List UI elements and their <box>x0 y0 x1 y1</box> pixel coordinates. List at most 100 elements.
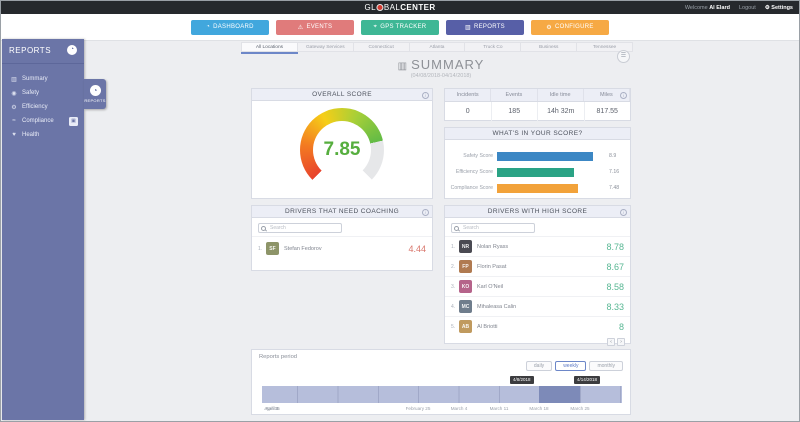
health-heart-icon: ♥ <box>12 132 16 138</box>
info-icon[interactable]: i <box>620 91 627 99</box>
location-tabstrip: All Locations Gateway Services Connectic… <box>241 42 634 52</box>
logo-text-bold: CENTER <box>400 3 436 12</box>
safety-score-row: Safety Score 8.9 <box>463 151 617 161</box>
sidebar-item-summary[interactable]: ▥ Summary <box>11 76 48 83</box>
idle-time-value: 14h 32m <box>538 102 585 121</box>
efficiency-score-bar <box>497 167 575 177</box>
summary-title-chart-icon: ▥ <box>397 61 409 72</box>
axis-tick-label: April 15 <box>264 406 280 411</box>
report-date-range: (04/08/2018-04/14/2018) <box>410 73 472 79</box>
axis-tick-label: April 1 <box>265 406 279 411</box>
high-score-search-input[interactable] <box>463 224 533 232</box>
reports-period-label: Reports period <box>259 354 298 360</box>
sidebar-item-efficiency[interactable]: ⚙ Efficiency <box>11 104 48 111</box>
logo-text-mid: BAL <box>383 3 401 12</box>
sidebar-header: REPORTS ◔ <box>2 39 84 64</box>
sidebar-item-safety[interactable]: ◉ Safety <box>11 90 40 97</box>
compliance-score-bar <box>497 183 578 193</box>
timeline-selected-range[interactable] <box>539 386 580 403</box>
compliance-score-row: Compliance Score 7.48 <box>450 183 620 193</box>
main-nav: ◔ DASHBOARD ⚠ EVENTS ⌖ GPS TRACKER ▥ REPORTS… <box>1 14 799 41</box>
tab-location-5[interactable]: Truck Co <box>465 42 522 52</box>
high-score-driver-row[interactable]: 4. MC Mihaleasa Calin 8.33 <box>445 296 630 316</box>
miles-value: 817.55 <box>596 108 618 115</box>
wrench-icon: ⚙ <box>546 24 552 31</box>
tab-location-4[interactable]: Atlanta <box>409 42 466 52</box>
high-score-driver-row[interactable]: 1. NR Nolan Ryass 8.78 <box>445 236 630 256</box>
score-breakdown-chart: Safety Score 8.9 Efficiency Score 7.16 C… <box>445 140 630 196</box>
sidebar-item-compliance[interactable]: ≈ Compliance ▣ <box>2 114 84 128</box>
overall-score-panel: OVERALL SCORE i 7.85 <box>251 88 433 199</box>
logo-globe-icon <box>376 4 384 11</box>
welcome-text: Welcome Al Elard <box>684 4 730 11</box>
weekly-button[interactable]: weekly <box>555 361 587 371</box>
efficiency-score-value: 7.16 <box>609 169 620 175</box>
nav-gps-tracker-button[interactable]: ⌖ GPS TRACKER <box>361 19 439 35</box>
gps-pin-icon: ⌖ <box>373 23 378 30</box>
username: Al Elard <box>709 4 730 11</box>
monthly-button[interactable]: monthly <box>589 361 623 371</box>
driver-score: 8.33 <box>606 301 624 312</box>
info-icon[interactable]: i <box>422 91 429 99</box>
coaching-driver-row[interactable]: 1. SF Stefan Fedorov 4.44 <box>252 236 432 260</box>
compliance-badge-icon[interactable]: ▣ <box>69 116 78 126</box>
export-options-button[interactable]: ☰ <box>617 50 630 63</box>
driver-score: 8.58 <box>606 281 624 292</box>
reports-panel-toggle-tab[interactable]: ◔ REPORTS <box>84 79 106 109</box>
overall-score-gauge <box>300 108 384 192</box>
score-breakdown-header: WHAT'S IN YOUR SCORE? <box>445 128 630 140</box>
overall-score-gauge-wrap: 7.85 <box>300 108 384 192</box>
safety-shield-icon: ◉ <box>11 90 17 97</box>
tab-location-6[interactable]: Business <box>521 42 578 52</box>
nav-dashboard-button[interactable]: ◔ DASHBOARD <box>191 19 269 35</box>
nav-configure-button[interactable]: ⚙ CONFIGURE <box>531 19 609 35</box>
tab-location-7[interactable]: Tennessee <box>577 42 634 52</box>
high-score-panel-header: DRIVERS WITH HIGH SCORE i <box>445 206 630 218</box>
high-score-driver-row[interactable]: 2. FP Florin Pasat 8.67 <box>445 256 630 276</box>
high-score-driver-row[interactable]: 5. AB Al Briotti 8 <box>445 316 630 336</box>
pager-next-button[interactable]: › <box>617 338 625 346</box>
tab-all-locations[interactable]: All Locations <box>241 42 298 52</box>
driver-score: 4.44 <box>408 243 426 254</box>
coaching-panel-header: DRIVERS THAT NEED COACHING i <box>252 206 432 218</box>
reports-sidebar: REPORTS ◔ ▥ Summary ◉ Safety ⚙ Efficiency ≈… <box>2 39 84 420</box>
driver-score: 8 <box>618 321 624 332</box>
driver-avatar: NR <box>459 240 472 253</box>
overall-score-value: 7.85 <box>323 139 361 160</box>
nav-reports-button[interactable]: ▥ REPORTS <box>446 19 524 35</box>
daily-button[interactable]: daily <box>525 361 553 371</box>
info-icon[interactable]: i <box>620 208 627 216</box>
nav-events-button[interactable]: ⚠ EVENTS <box>276 19 354 35</box>
logo-text-left: GL <box>364 3 376 12</box>
tab-location-2[interactable]: Gateway Services <box>297 42 354 52</box>
sidebar-item-health[interactable]: ♥ Health <box>2 128 84 142</box>
axis-tick-label: March 11 <box>489 406 509 411</box>
coaching-search-box <box>258 223 342 233</box>
pager-prev-button[interactable]: ‹ <box>607 338 615 346</box>
driver-score: 8.78 <box>606 241 624 252</box>
overall-score-header: OVERALL SCORE i <box>252 89 432 101</box>
axis-tick-label: March 25 <box>570 406 590 411</box>
gear-icon: ⚙ <box>764 4 770 11</box>
settings-link[interactable]: ⚙ Settings <box>764 4 793 11</box>
info-icon[interactable]: i <box>422 208 429 216</box>
axis-tick-label: March 18 <box>529 406 549 411</box>
logout-link[interactable]: Logout <box>739 4 756 11</box>
events-value: 185 <box>492 102 538 121</box>
compliance-score-value: 7.48 <box>609 185 620 191</box>
timeline-band[interactable] <box>262 386 622 403</box>
driver-avatar: FP <box>459 260 472 273</box>
driver-avatar: KO <box>459 280 472 293</box>
high-score-driver-row[interactable]: 3. KO Karl O'Neil 8.58 <box>445 276 630 296</box>
driver-name: Karl O'Neil <box>477 283 504 290</box>
period-granularity-buttons: daily weekly monthly <box>525 361 623 371</box>
stats-values-row: 0 185 14h 32m 817.55 <box>445 102 630 121</box>
coaching-search-input[interactable] <box>270 224 340 232</box>
top-right-links: Welcome Al Elard Logout ⚙ Settings <box>685 1 793 14</box>
safety-score-value: 8.9 <box>609 153 617 159</box>
sidebar-collapse-icon[interactable]: ◔ <box>67 45 77 55</box>
tab-location-3[interactable]: Connecticut <box>353 42 410 52</box>
summary-chart-icon: ▥ <box>11 76 17 83</box>
